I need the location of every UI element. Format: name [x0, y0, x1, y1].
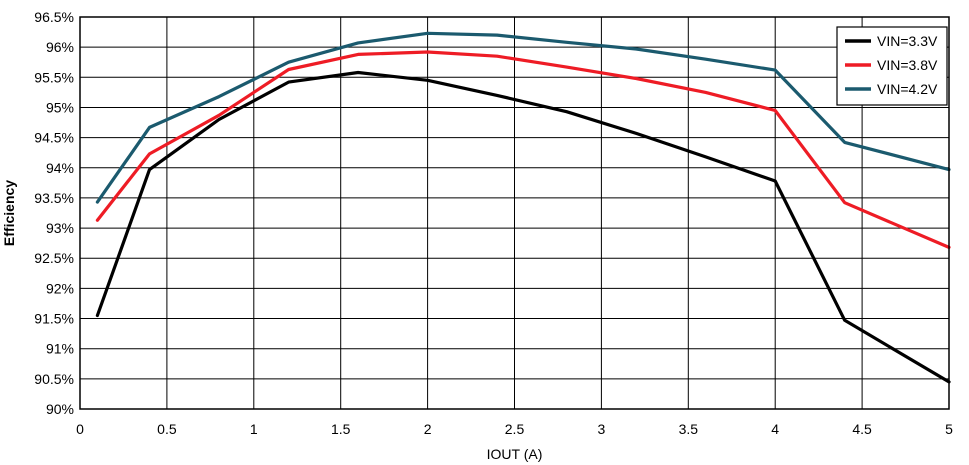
x-tick-label: 1: [250, 421, 258, 437]
legend: VIN=3.3V VIN=3.8V VIN=4.2V: [836, 26, 948, 106]
x-tick-label: 5: [945, 421, 953, 437]
legend-label: VIN=3.8V: [877, 57, 938, 73]
grid-lines: [79, 16, 950, 410]
x-tick-label: 4: [771, 421, 779, 437]
y-tick-label: 93.5%: [34, 190, 74, 206]
x-tick-label: 0: [76, 421, 84, 437]
y-tick-label: 90.5%: [34, 371, 74, 387]
series-line-1: [95, 70, 951, 384]
plot-border: [79, 16, 950, 410]
y-tick-label: 94%: [46, 160, 74, 176]
x-axis-label: IOUT (A): [487, 446, 543, 462]
legend-label: VIN=4.2V: [877, 81, 938, 97]
x-tick-label: 0.5: [157, 421, 177, 437]
data-series: [95, 31, 951, 384]
y-tick-labels: 90% 90.5% 91% 91.5% 92% 92.5% 93% 93.5% 94% 94.5%…: [34, 9, 74, 417]
legend-label: VIN=3.3V: [877, 33, 938, 49]
y-tick-label: 92%: [46, 280, 74, 296]
y-tick-label: 91%: [46, 341, 74, 357]
y-tick-label: 92.5%: [34, 250, 74, 266]
x-tick-label: 3.5: [679, 421, 699, 437]
series-line-2: [95, 50, 951, 249]
x-tick-label: 4.5: [852, 421, 872, 437]
y-tick-label: 90%: [46, 401, 74, 417]
y-tick-label: 96.5%: [34, 9, 74, 25]
y-tick-label: 95%: [46, 99, 74, 115]
x-tick-label: 1.5: [331, 421, 351, 437]
y-tick-label: 91.5%: [34, 311, 74, 327]
series-line-3: [95, 31, 951, 204]
y-tick-label: 93%: [46, 220, 74, 236]
y-tick-label: 94.5%: [34, 130, 74, 146]
y-tick-label: 96%: [46, 39, 74, 55]
x-tick-labels: 0 0.5 1 1.5 2 2.5 3 3.5 4 4.5 5: [76, 421, 953, 437]
x-tick-label: 2: [424, 421, 432, 437]
x-tick-label: 3: [598, 421, 606, 437]
x-tick-label: 2.5: [505, 421, 525, 437]
y-axis-label: Efficiency: [1, 180, 17, 246]
y-tick-label: 95.5%: [34, 69, 74, 85]
